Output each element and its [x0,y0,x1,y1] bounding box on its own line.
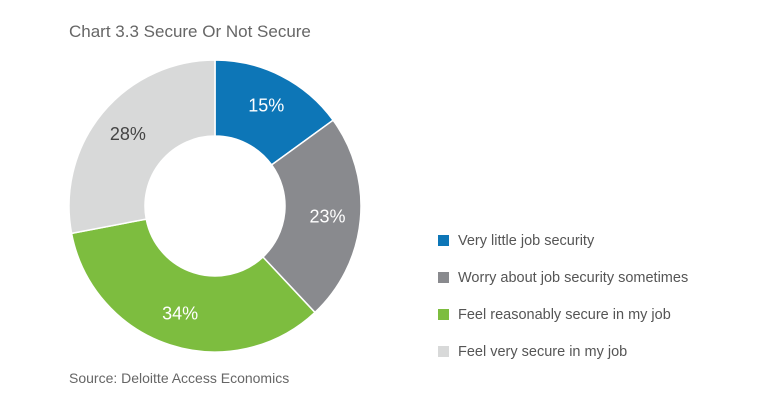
chart-legend: Very little job security Worry about job … [438,222,758,370]
donut-slice-3 [70,218,317,353]
legend-label: Very little job security [458,232,595,249]
legend-label: Worry about job security sometimes [458,269,689,286]
legend-label: Feel reasonably secure in my job [458,306,671,323]
source-note: Source: Deloitte Access Economics [69,370,290,386]
legend-swatch [438,309,449,320]
slice-label-3: 34% [162,303,198,323]
legend-swatch [438,346,449,357]
legend-item-2: Worry about job security sometimes [438,259,758,296]
slice-label-1: 15% [248,95,284,115]
legend-item-3: Feel reasonably secure in my job [438,296,758,333]
legend-swatch [438,272,449,283]
legend-item-1: Very little job security [438,222,758,259]
chart-title: Chart 3.3 Secure Or Not Secure [69,22,311,41]
donut-slice-4 [68,59,216,235]
legend-label: Feel very secure in my job [458,343,628,360]
legend-swatch [438,235,449,246]
legend-item-4: Feel very secure in my job [438,333,758,370]
slice-label-4: 28% [110,124,146,144]
donut-slice-2 [261,119,362,314]
slice-label-2: 23% [309,207,345,227]
